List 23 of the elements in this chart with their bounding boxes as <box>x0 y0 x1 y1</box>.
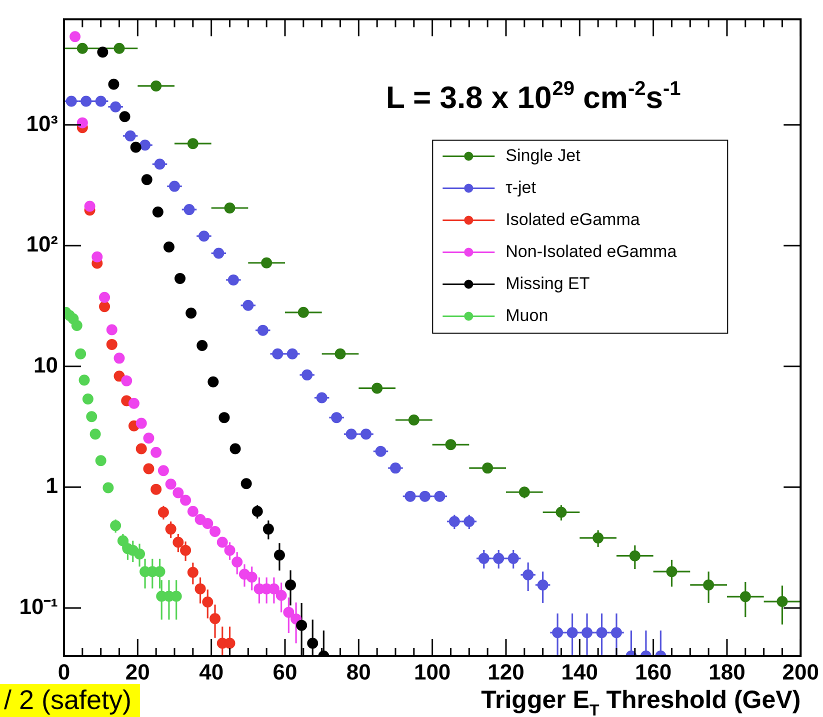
x-tick-label: 120 <box>488 659 524 684</box>
x-tick-label: 40 <box>199 659 224 684</box>
x-tick-label: 80 <box>346 659 371 684</box>
y-tick-label: 1 <box>46 473 58 498</box>
x-tick-label: 140 <box>561 659 598 684</box>
x-tick-label: 160 <box>634 659 672 684</box>
legend-label: Non-Isolated eGamma <box>506 242 678 261</box>
x-tick-label: 180 <box>708 659 746 684</box>
x-tick-label: 0 <box>58 659 70 684</box>
legend-label: τ-jet <box>506 178 536 197</box>
legend-label: Missing ET <box>506 274 590 293</box>
x-tick-label: 200 <box>782 659 820 684</box>
x-tick-label: 100 <box>414 659 451 684</box>
x-tick-label: 60 <box>272 659 298 684</box>
y-tick-label: 10⁻¹ <box>19 594 58 620</box>
legend-label: Isolated eGamma <box>506 210 640 229</box>
legend-label: Single Jet <box>506 146 581 165</box>
x-tick-label: 20 <box>125 659 150 684</box>
legend-label: Muon <box>506 306 548 325</box>
text: / 2 (safety) <box>0 684 140 717</box>
y-tick-label: 10³ <box>26 110 58 136</box>
y-tick-label: 10² <box>26 232 58 257</box>
y-tick-label: 10 <box>34 352 58 378</box>
